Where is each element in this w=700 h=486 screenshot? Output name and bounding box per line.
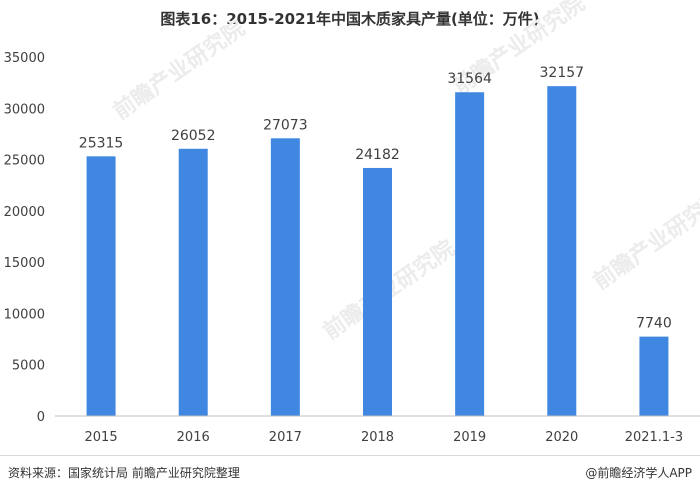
data-label-2015: 25315	[79, 135, 124, 151]
data-labels: 25315 26052 27073 24182 31564 32157 7740	[79, 65, 672, 331]
x-tick-label-2015: 2015	[85, 430, 118, 445]
bar-2019	[455, 92, 485, 417]
bar-2016	[178, 148, 208, 416]
y-tick-label: 5000	[12, 359, 45, 374]
bar-chart: 前瞻产业研究院前瞻产业研究院前瞻产业研究院前瞻产业研究院 05000100001…	[4, 0, 700, 445]
y-tick-label: 25000	[4, 154, 45, 169]
data-label-2019: 31564	[447, 71, 492, 87]
credit-note: @前瞻经济学人APP	[585, 466, 692, 480]
watermark-0: 前瞻产业研究院	[109, 15, 250, 125]
y-tick-label: 35000	[4, 51, 45, 66]
x-tick-label-2021.1-3: 2021.1-3	[625, 430, 683, 445]
bar-2021.1-3	[639, 336, 669, 416]
data-label-2020: 32157	[540, 65, 585, 81]
y-tick-label: 20000	[4, 205, 45, 220]
y-tick-label: 10000	[4, 307, 45, 322]
bar-2017	[270, 138, 300, 417]
y-tick-label: 15000	[4, 256, 45, 271]
x-tick-label-2019: 2019	[453, 430, 486, 445]
x-tick-label-2018: 2018	[361, 430, 394, 445]
data-label-2017: 27073	[263, 117, 308, 133]
x-tick-label-2020: 2020	[545, 430, 578, 445]
y-tick-label: 0	[37, 410, 45, 425]
data-label-2021.1-3: 7740	[636, 316, 672, 332]
bars	[86, 86, 669, 417]
watermark-3: 前瞻产业研究院	[589, 185, 700, 295]
bar-2015	[86, 156, 116, 416]
x-axis-ticks: 2015 2016 2017 2018 2019 2020 2021.1-3	[85, 430, 684, 445]
data-label-2018: 24182	[355, 147, 400, 163]
bar-2020	[547, 86, 577, 416]
x-tick-label-2016: 2016	[177, 430, 210, 445]
y-tick-label: 30000	[4, 102, 45, 117]
chart-title: 图表16：2015-2021年中国木质家具产量(单位：万件)	[160, 10, 540, 28]
y-axis-ticks: 0 5000 10000 15000 20000 25000 30000 35000	[4, 51, 45, 425]
bar-2018	[363, 167, 392, 416]
x-tick-label-2017: 2017	[269, 430, 302, 445]
source-note: 资料来源：国家统计局 前瞻产业研究院整理	[8, 466, 240, 480]
footer: 资料来源：国家统计局 前瞻产业研究院整理 @前瞻经济学人APP	[0, 455, 700, 486]
data-label-2016: 26052	[171, 128, 216, 144]
